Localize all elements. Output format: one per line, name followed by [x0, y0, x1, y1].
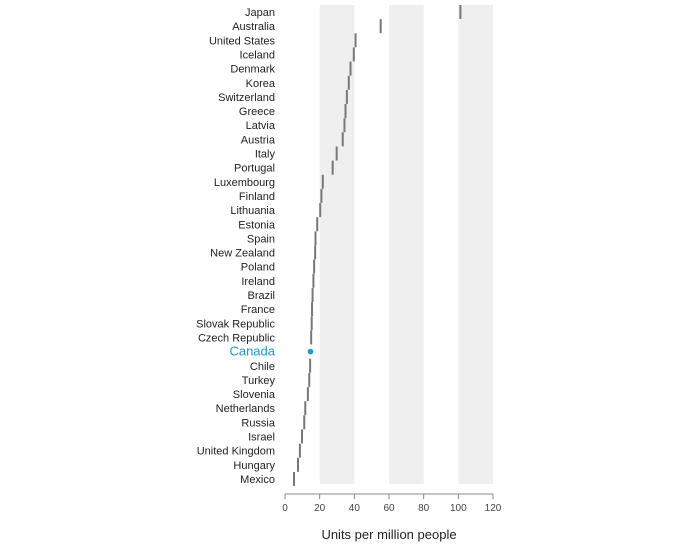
country-label: Hungary — [233, 460, 275, 472]
country-label: Ireland — [241, 276, 275, 288]
x-tick-label: 120 — [485, 503, 502, 514]
country-label: Estonia — [238, 219, 276, 231]
country-label: Spain — [247, 233, 275, 245]
country-label: Portugal — [234, 163, 275, 175]
country-label: Italy — [255, 149, 276, 161]
x-tick-label: 0 — [282, 503, 288, 514]
grid-band — [458, 5, 493, 484]
country-label: Iceland — [240, 49, 275, 61]
country-label: Japan — [245, 7, 275, 19]
country-label: Switzerland — [218, 92, 275, 104]
country-label: Slovak Republic — [196, 318, 275, 330]
x-tick-label: 20 — [314, 503, 326, 514]
country-label: Greece — [239, 106, 275, 118]
country-label: Korea — [246, 78, 276, 90]
data-marks — [293, 5, 462, 486]
country-label: New Zealand — [210, 248, 275, 260]
country-label: Mexico — [240, 474, 275, 486]
country-label: Russia — [241, 417, 276, 429]
country-label: United States — [209, 35, 276, 47]
country-label: Luxembourg — [214, 177, 275, 189]
country-labels: Japan Australia United States Iceland Denmar… — [196, 7, 276, 486]
country-label: Latvia — [246, 120, 276, 132]
country-label: Austria — [241, 134, 276, 146]
x-tick-label: 80 — [418, 503, 430, 514]
x-tick-label: 100 — [450, 503, 467, 514]
country-label: Turkey — [242, 375, 276, 387]
country-label: Israel — [248, 432, 275, 444]
country-label: Finland — [239, 191, 275, 203]
x-axis-label: Units per million people — [321, 527, 456, 542]
country-label: Czech Republic — [198, 332, 276, 344]
country-label: Australia — [232, 21, 276, 33]
data-point-highlight — [307, 348, 314, 355]
country-label: Chile — [250, 361, 275, 373]
country-label: Denmark — [230, 64, 275, 76]
country-label: Netherlands — [216, 403, 276, 415]
country-label: Slovenia — [233, 389, 276, 401]
country-label: Poland — [241, 262, 275, 274]
grid-band — [389, 5, 424, 484]
x-tick-label: 40 — [349, 503, 361, 514]
country-label-highlight: Canada — [229, 344, 275, 359]
country-label: France — [241, 304, 275, 316]
country-label: United Kingdom — [197, 446, 275, 458]
country-label: Lithuania — [230, 205, 276, 217]
grid-bands — [319, 5, 493, 484]
country-label: Brazil — [247, 290, 275, 302]
x-tick-label: 60 — [383, 503, 395, 514]
x-axis: 0 20 40 60 80 100 120 — [282, 493, 502, 514]
